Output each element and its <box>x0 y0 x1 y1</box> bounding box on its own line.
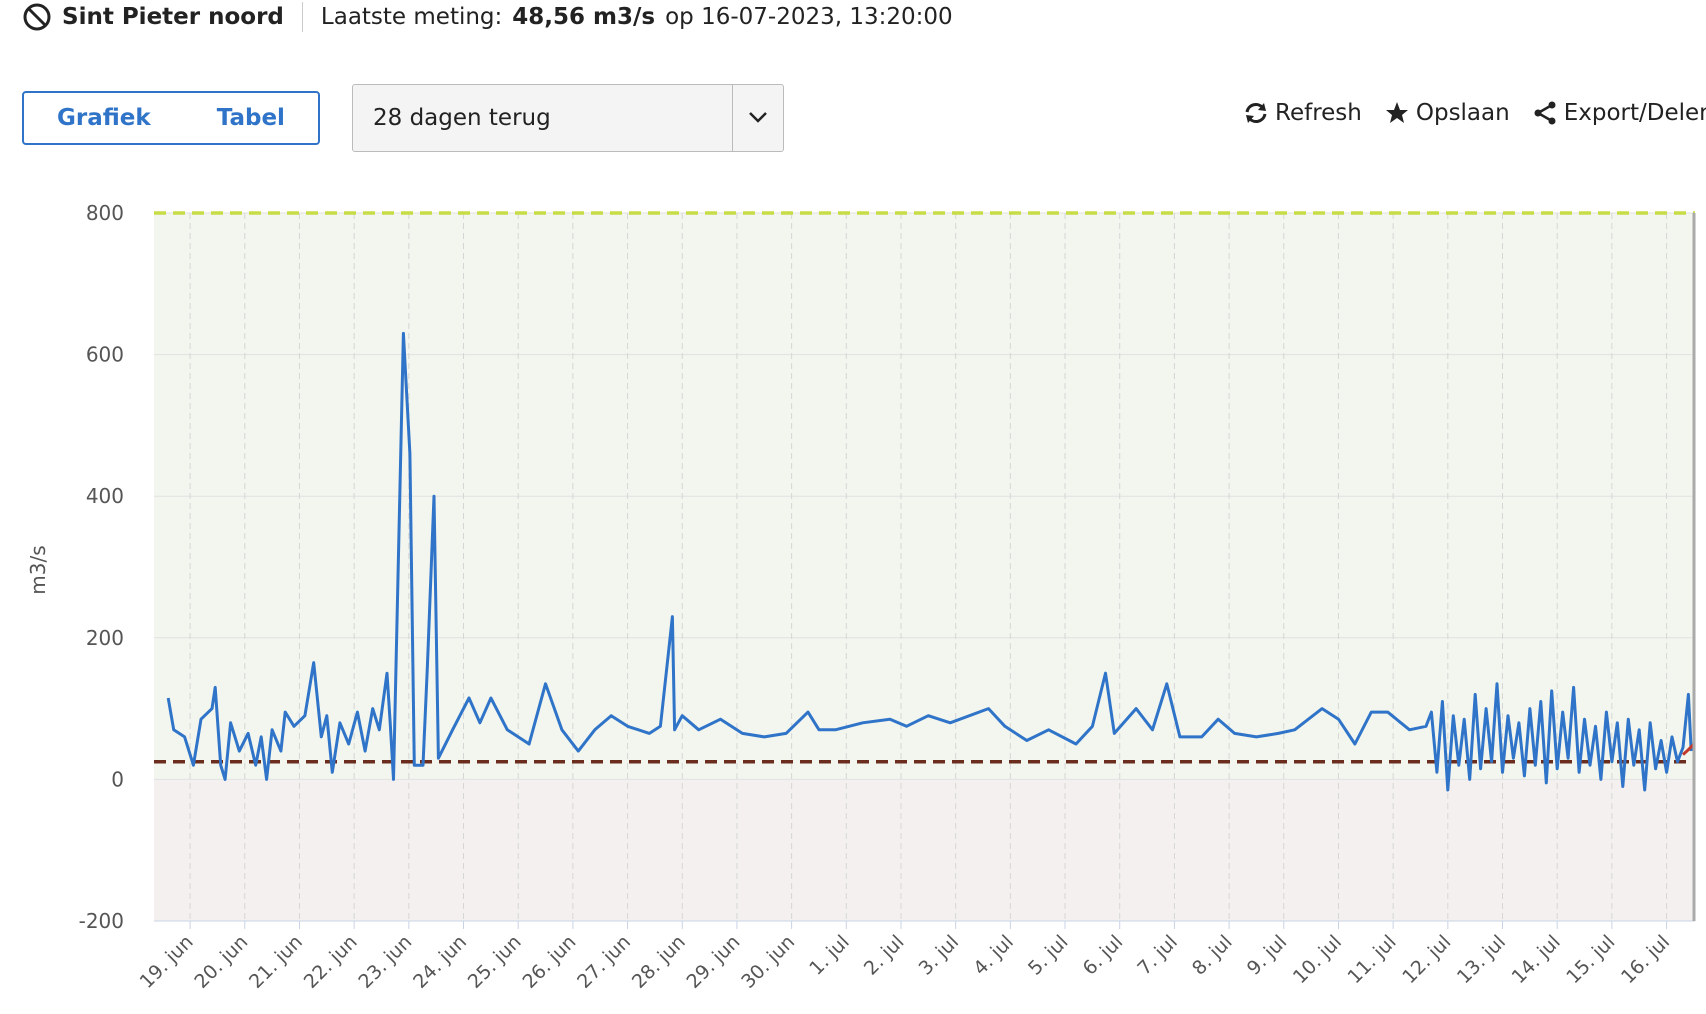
measurement-label: Laatste meting: <box>320 4 503 30</box>
y-tick-label: 0 <box>111 767 124 791</box>
refresh-icon <box>1245 103 1267 123</box>
x-tick-label: 10. jul <box>1289 931 1346 988</box>
x-tick-label: 30. jun <box>737 931 799 993</box>
x-tick-label: 23. jun <box>354 931 416 993</box>
x-tick-label: 6. jul <box>1079 931 1128 980</box>
save-button[interactable]: Opslaan <box>1384 100 1510 126</box>
x-tick-label: 26. jun <box>518 931 580 993</box>
y-tick-label: 800 <box>86 201 124 225</box>
refresh-button[interactable]: Refresh <box>1243 100 1362 126</box>
x-tick-label: 25. jun <box>464 931 526 993</box>
x-tick-label: 24. jun <box>409 931 471 993</box>
x-tick-label: 27. jun <box>573 931 635 993</box>
x-tick-label: 4. jul <box>969 931 1018 980</box>
x-tick-label: 29. jun <box>683 931 745 993</box>
header: Sint Pieter noord Laatste meting: 48,56 … <box>22 0 953 34</box>
measurement-value: 48,56 m3/s <box>512 4 656 30</box>
x-tick-label: 16. jul <box>1617 931 1674 988</box>
star-icon <box>1385 102 1408 123</box>
x-tick-label: 5. jul <box>1024 931 1073 980</box>
tab[interactable]: Tabel <box>216 105 285 131</box>
x-tick-label: 28. jun <box>628 931 690 993</box>
y-axis-label: m3/s <box>26 545 50 594</box>
y-tick-label: -200 <box>79 909 124 933</box>
action-label: Export/Delen <box>1563 100 1706 126</box>
view-tabs: Grafiek Tabel <box>22 91 320 145</box>
y-tick-label: 400 <box>86 484 124 508</box>
x-tick-label: 12. jul <box>1398 931 1455 988</box>
x-tick-label: 8. jul <box>1188 931 1237 980</box>
y-tick-label: 200 <box>86 626 124 650</box>
y-tick-label: 600 <box>86 343 124 367</box>
action-label: Opslaan <box>1415 100 1510 126</box>
station-icon <box>23 3 51 31</box>
period-select[interactable]: 28 dagen terug <box>352 84 784 152</box>
dropdown-arrow <box>732 85 767 151</box>
station-name: Sint Pieter noord <box>62 4 284 30</box>
x-tick-label: 22. jun <box>300 931 362 993</box>
x-tick-label: 7. jul <box>1133 931 1182 980</box>
export-button[interactable]: Export/Delen <box>1532 100 1706 126</box>
x-tick-label: 11. jul <box>1344 931 1401 988</box>
x-tick-label: 3. jul <box>915 931 964 980</box>
x-tick-label: 14. jul <box>1508 931 1565 988</box>
measurement-time: op 16-07-2023, 13:20:00 <box>665 4 953 30</box>
actions: Refresh Opslaan Export/Delen <box>1243 100 1706 126</box>
x-tick-label: 21. jun <box>245 931 307 993</box>
tab[interactable]: Grafiek <box>57 105 151 131</box>
x-tick-label: 9. jul <box>1243 931 1292 980</box>
share-icon <box>1534 101 1556 125</box>
band <box>154 779 1695 921</box>
x-tick-label: 1. jul <box>805 931 854 980</box>
action-label: Refresh <box>1275 100 1362 126</box>
x-tick-label: 20. jun <box>190 931 252 993</box>
data-line <box>166 331 1693 792</box>
data-line <box>1681 742 1695 756</box>
x-tick-label: 13. jul <box>1453 931 1510 988</box>
band <box>154 213 1695 780</box>
x-tick-label: 19. jun <box>136 931 198 993</box>
x-tick-label: 15. jul <box>1562 931 1619 988</box>
separator <box>301 2 303 32</box>
period-value: 28 dagen terug <box>373 105 551 131</box>
x-tick-label: 2. jul <box>860 931 909 980</box>
